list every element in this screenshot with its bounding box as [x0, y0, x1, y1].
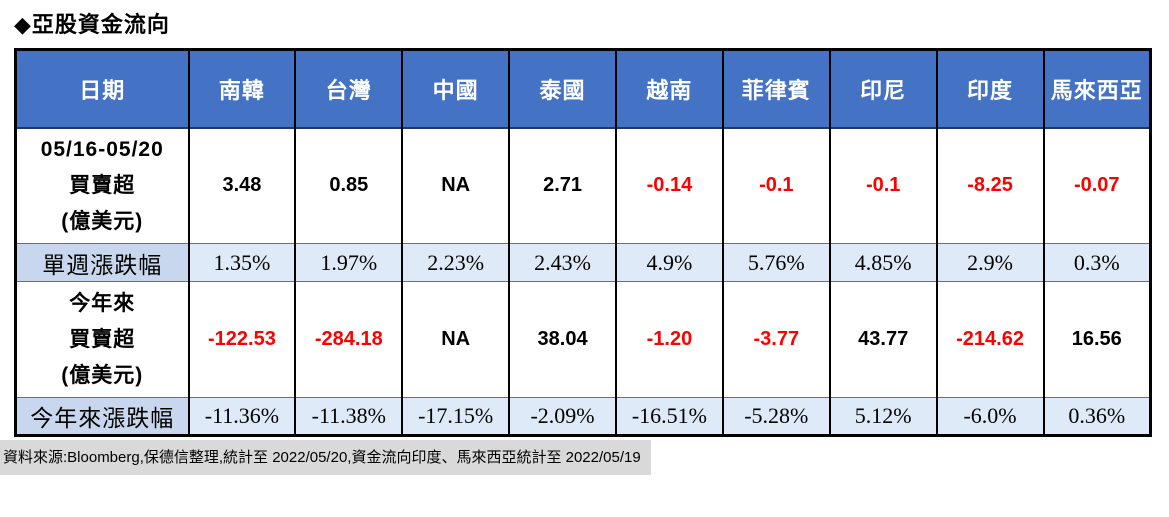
value-cell: -3.77: [721, 281, 830, 398]
column-header-3: 中國: [401, 49, 510, 128]
page-title: ◆亞股資金流向: [14, 12, 170, 37]
row-label-line: 今年來漲跌幅: [30, 406, 175, 431]
value-cell: 2.9%: [935, 243, 1044, 282]
table-row-3: 今年來漲跌幅 -11.36% -11.38% -17.15% -2.09% -16.51%…: [15, 397, 1151, 436]
value-cell: 2.43%: [508, 243, 616, 282]
value-cell: 16.56: [1042, 281, 1151, 398]
value-cell: 3.48: [187, 127, 296, 244]
row-label-line: 05/16-05/20: [40, 137, 164, 161]
value-cell: -17.15%: [401, 397, 510, 436]
value-cell: -284.18: [294, 281, 403, 398]
row-label-line: 買賣超: [69, 327, 136, 351]
column-header-5: 越南: [615, 49, 723, 128]
value-cell: -0.07: [1042, 127, 1151, 244]
value-cell: -16.51%: [615, 397, 723, 436]
row-label-line: (億美元): [61, 363, 144, 387]
row-label: 今年來買賣超 (億美元): [16, 282, 189, 398]
value-cell: -6.0%: [935, 397, 1044, 436]
table-body: 05/16-05/20 買賣超 (億美元) 3.48 0.85 NA 2.71 -0.14 -0…: [15, 127, 1151, 436]
value-cell: 0.3%: [1042, 243, 1151, 282]
table-row-1: 單週漲跌幅 1.35% 1.97% 2.23% 2.43% 4.9% 5.76% 4.85% 2…: [15, 243, 1151, 282]
value-cell: 5.12%: [828, 397, 937, 436]
fund-flow-table: 日期 南韓 台灣 中國 泰國 越南 菲律賓 印尼 印度 馬來西亞 05/16-05/20 買賣超 (億…: [14, 48, 1152, 437]
value-cell: 4.9%: [615, 243, 723, 282]
value-cell: -0.1: [721, 127, 830, 244]
column-header-4: 泰國: [508, 49, 616, 128]
column-header-9: 馬來西亞: [1042, 49, 1151, 128]
value-cell: -11.36%: [187, 397, 296, 436]
value-cell: -8.25: [935, 127, 1044, 244]
value-cell: 1.35%: [187, 243, 296, 282]
value-cell: -2.09%: [508, 397, 616, 436]
value-cell: -214.62: [935, 281, 1044, 398]
column-header-2: 台灣: [294, 49, 403, 128]
column-header-1: 南韓: [187, 49, 296, 128]
row-label-line: 今年來: [69, 291, 136, 315]
value-cell: 43.77: [828, 281, 937, 398]
column-header-7: 印尼: [828, 49, 937, 128]
value-cell: 0.36%: [1042, 397, 1151, 436]
value-cell: NA: [401, 281, 510, 398]
value-cell: 0.85: [294, 127, 403, 244]
table-header-row: 日期 南韓 台灣 中國 泰國 越南 菲律賓 印尼 印度 馬來西亞: [15, 49, 1151, 128]
value-cell: -5.28%: [721, 397, 830, 436]
value-cell: 4.85%: [828, 243, 937, 282]
value-cell: 2.71: [508, 127, 616, 244]
page: ◆亞股資金流向 日期 南韓 台灣 中國 泰國 越南 菲律賓 印尼 印度 馬來西亞 05/16-05…: [0, 12, 1152, 475]
value-cell: -1.20: [615, 281, 723, 398]
value-cell: 2.23%: [401, 243, 510, 282]
value-cell: 38.04: [508, 281, 616, 398]
column-header-8: 印度: [935, 49, 1044, 128]
value-cell: NA: [401, 127, 510, 244]
value-cell: -11.38%: [294, 397, 403, 436]
row-label-line: 單週漲跌幅: [42, 252, 163, 278]
column-header-0: 日期: [15, 49, 189, 128]
value-cell: -0.14: [615, 127, 723, 244]
source-note: 資料來源:Bloomberg,保德信整理,統計至 2022/05/20,資金流向…: [0, 440, 651, 475]
row-label-line: 買賣超: [69, 173, 136, 197]
row-label: 05/16-05/20 買賣超 (億美元): [16, 128, 189, 244]
row-label: 單週漲跌幅: [15, 243, 189, 282]
column-header-6: 菲律賓: [721, 49, 830, 128]
table-row-2: 今年來買賣超 (億美元) -122.53 -284.18 NA 38.04 -1.20 -3.…: [15, 281, 1151, 398]
table-row-0: 05/16-05/20 買賣超 (億美元) 3.48 0.85 NA 2.71 -0.14 -0…: [15, 127, 1151, 244]
value-cell: -0.1: [828, 127, 937, 244]
row-label: 今年來漲跌幅: [15, 397, 189, 436]
value-cell: -122.53: [187, 281, 296, 398]
row-label-line: (億美元): [61, 209, 144, 233]
value-cell: 1.97%: [294, 243, 403, 282]
value-cell: 5.76%: [721, 243, 830, 282]
